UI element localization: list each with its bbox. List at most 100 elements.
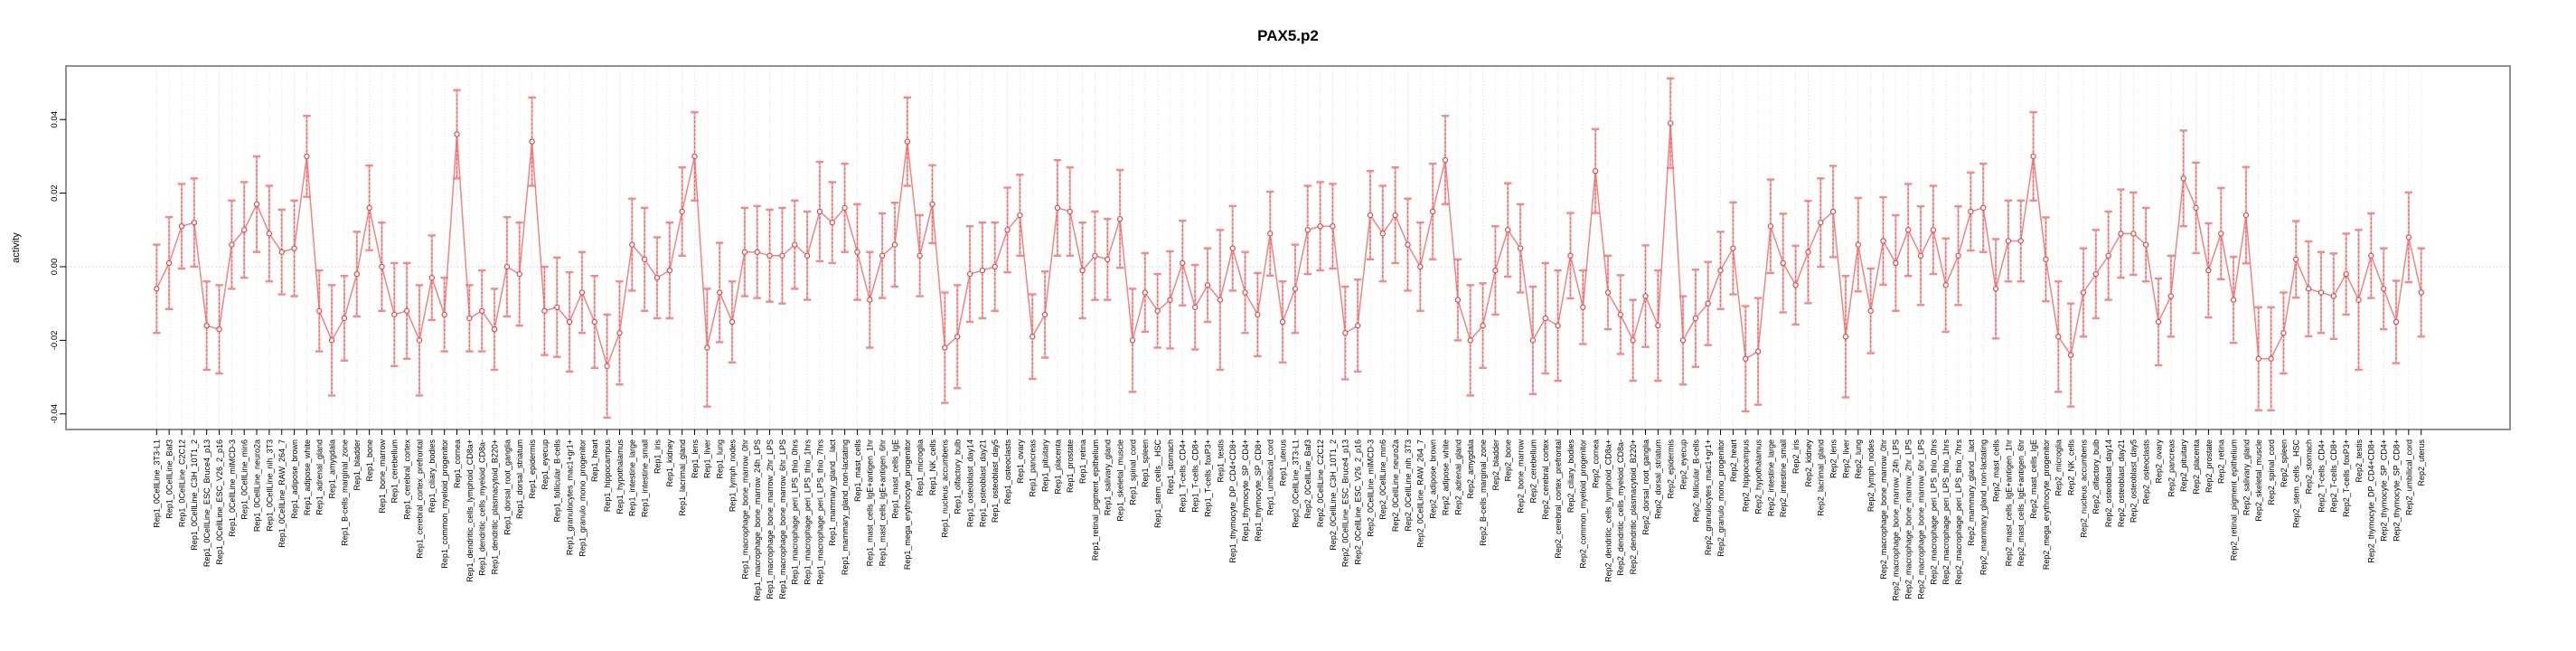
x-tick-label: Rep1_pancreas: [1029, 439, 1038, 497]
data-point: [1692, 315, 1699, 322]
data-point: [1505, 227, 1511, 233]
data-point: [379, 263, 385, 270]
x-tick-label: Rep2_hypothalamus: [1753, 439, 1763, 514]
data-point: [428, 275, 436, 281]
data-point: [679, 208, 685, 215]
x-tick-label: Rep1_intestine_large: [628, 439, 637, 516]
data-point: [2393, 318, 2400, 326]
x-tick-label: Rep2_osteoclasts: [2142, 439, 2151, 505]
data-point: [291, 245, 297, 251]
x-tick-label: Rep2_0CellLine_nih_3T3: [1404, 439, 1413, 532]
x-tick-label: Rep2_0CellLine_min6: [1378, 439, 1387, 520]
x-tick-label: Rep1_mammary_gland__lact: [828, 439, 837, 546]
data-point: [403, 307, 410, 315]
data-point: [416, 337, 423, 344]
data-point: [1930, 227, 1937, 233]
data-point: [2230, 297, 2237, 303]
x-tick-label: Rep2_spleen: [2280, 439, 2289, 487]
data-point: [328, 337, 335, 344]
data-point: [591, 318, 597, 326]
x-tick-label: Rep2_eyecup: [1678, 439, 1688, 490]
x-tick-label: Rep2_testis: [2355, 439, 2364, 483]
x-tick-label: Rep2_amygdala: [1466, 439, 1475, 499]
x-tick-label: Rep1_olfactory_bulb: [954, 439, 963, 514]
x-tick-label: Rep1_kidney: [665, 439, 674, 487]
data-point: [2405, 234, 2412, 241]
x-tick-label: Rep1_macrophage_peri_LPS_thio_7hrs: [815, 439, 824, 585]
x-tick-label: Rep1_common_myeloid_progenitor: [440, 439, 449, 569]
data-point: [1392, 212, 1398, 219]
data-point: [804, 252, 811, 259]
data-point: [1730, 245, 1736, 251]
data-point: [1041, 311, 1048, 318]
x-tick-label: Rep2_pancreas: [2167, 439, 2176, 497]
x-tick-label: Rep1_T-cells_foxP3+: [1203, 439, 1212, 517]
x-tick-label: Rep2_adrenal_gland: [1453, 439, 1462, 515]
x-tick-label: Rep1_dorsal_striatum: [515, 439, 524, 519]
x-tick-label: Rep1_lymph_nodes: [728, 439, 737, 513]
x-tick-label: Rep2_spinal_cord: [2267, 439, 2276, 505]
x-tick-label: Rep1_thymocyte_SP_CD8+: [1254, 439, 1263, 542]
data-point: [1754, 348, 1762, 354]
x-tick-label: Rep1_osteoblast_day5: [991, 439, 1000, 523]
data-point: [1467, 337, 1473, 344]
data-point: [1904, 227, 1912, 233]
x-tick-label: Rep2_thymocyte_DP_CD4+CD8+: [2367, 439, 2376, 563]
data-point: [979, 267, 986, 274]
x-tick-label: Rep2_mega_erythrocyte_progenitor: [2042, 439, 2051, 570]
data-point: [1642, 293, 1649, 299]
data-point: [2167, 293, 2175, 299]
x-tick-label: Rep1_microglia: [916, 439, 925, 496]
x-tick-label: Rep2_thymocyte_SP_CD4+: [2380, 439, 2389, 542]
data-point: [1180, 259, 1186, 267]
x-tick-label: Rep2_B-cells_marginal_zone: [1479, 439, 1488, 546]
data-point: [466, 315, 473, 322]
data-point: [691, 153, 698, 160]
data-point: [1417, 263, 1424, 270]
data-point: [1893, 259, 1899, 267]
x-tick-label: Rep1_lung: [716, 439, 725, 479]
x-tick-label: Rep2_intestine_large: [1766, 439, 1775, 516]
x-tick-label: Rep2_dendritic_cells_myeloid_CD8a-: [1616, 439, 1625, 576]
x-tick-label: Rep2_cerebral_cortex_prefrontal: [1554, 439, 1563, 559]
data-point: [1679, 337, 1687, 344]
x-tick-label: Rep1_0CellLine_nih_3T3: [265, 439, 274, 532]
x-tick-label: Rep2_microglia: [2054, 439, 2064, 496]
x-tick-label: Rep2_dendritic_cells_lymphoid_CD8a+: [1603, 439, 1612, 582]
x-tick-label: Rep2_adipose_white: [1441, 439, 1450, 515]
x-tick-label: Rep1_nucleus_accumbens: [941, 439, 950, 538]
x-tick-label: Rep2_0CellLine_C2C12: [1316, 439, 1325, 527]
x-tick-label: Rep2_granulo_mono_progenitor: [1716, 439, 1725, 557]
data-point: [1580, 304, 1586, 310]
x-tick-label: Rep1_T-cells_CD4+: [1179, 439, 1188, 513]
data-point: [1555, 322, 1561, 329]
x-tick-label: Rep2_dendritic_plasmacytoid_B220+: [1629, 439, 1638, 574]
data-point: [1492, 267, 1499, 274]
data-point: [616, 330, 623, 336]
series-polyline: [155, 123, 2422, 369]
data-point: [1354, 322, 1361, 329]
x-tick-label: Rep1_osteoblast_day14: [965, 439, 974, 527]
x-tick-label: Rep2_follicular_B-cells: [1691, 439, 1700, 523]
data-point: [2280, 330, 2287, 336]
x-tick-label: Rep1_adipose_white: [303, 439, 312, 515]
data-point: [1142, 289, 1149, 296]
x-tick-label: Rep1_hypothalamus: [616, 439, 625, 514]
data-point: [304, 153, 310, 160]
data-point: [2055, 334, 2062, 340]
x-tick-label: Rep2_mammary_gland__lact: [1967, 439, 1976, 546]
x-tick-label: Rep1_spinal_cord: [1128, 439, 1137, 505]
x-tick-label: Rep2_cerebellum: [1528, 439, 1537, 504]
data-point: [1655, 322, 1661, 329]
data-point: [2330, 293, 2337, 299]
data-point: [929, 201, 935, 208]
x-tick-label: Rep2_prostate: [2205, 439, 2214, 493]
data-point: [554, 304, 560, 310]
x-tick-label: Rep2_salivary_gland: [2242, 439, 2251, 515]
x-tick-label: Rep1_liver: [703, 439, 712, 478]
data-point: [942, 344, 948, 351]
data-point: [1079, 267, 1086, 274]
x-tick-label: Rep1_dendritic_plasmacytoid_B220+: [490, 439, 499, 574]
x-tick-label: Rep2_osteoblast_day14: [2104, 439, 2113, 527]
x-tick-label: Rep2_macrophage_peri_LPS_thio_0hrs: [1929, 439, 1938, 585]
